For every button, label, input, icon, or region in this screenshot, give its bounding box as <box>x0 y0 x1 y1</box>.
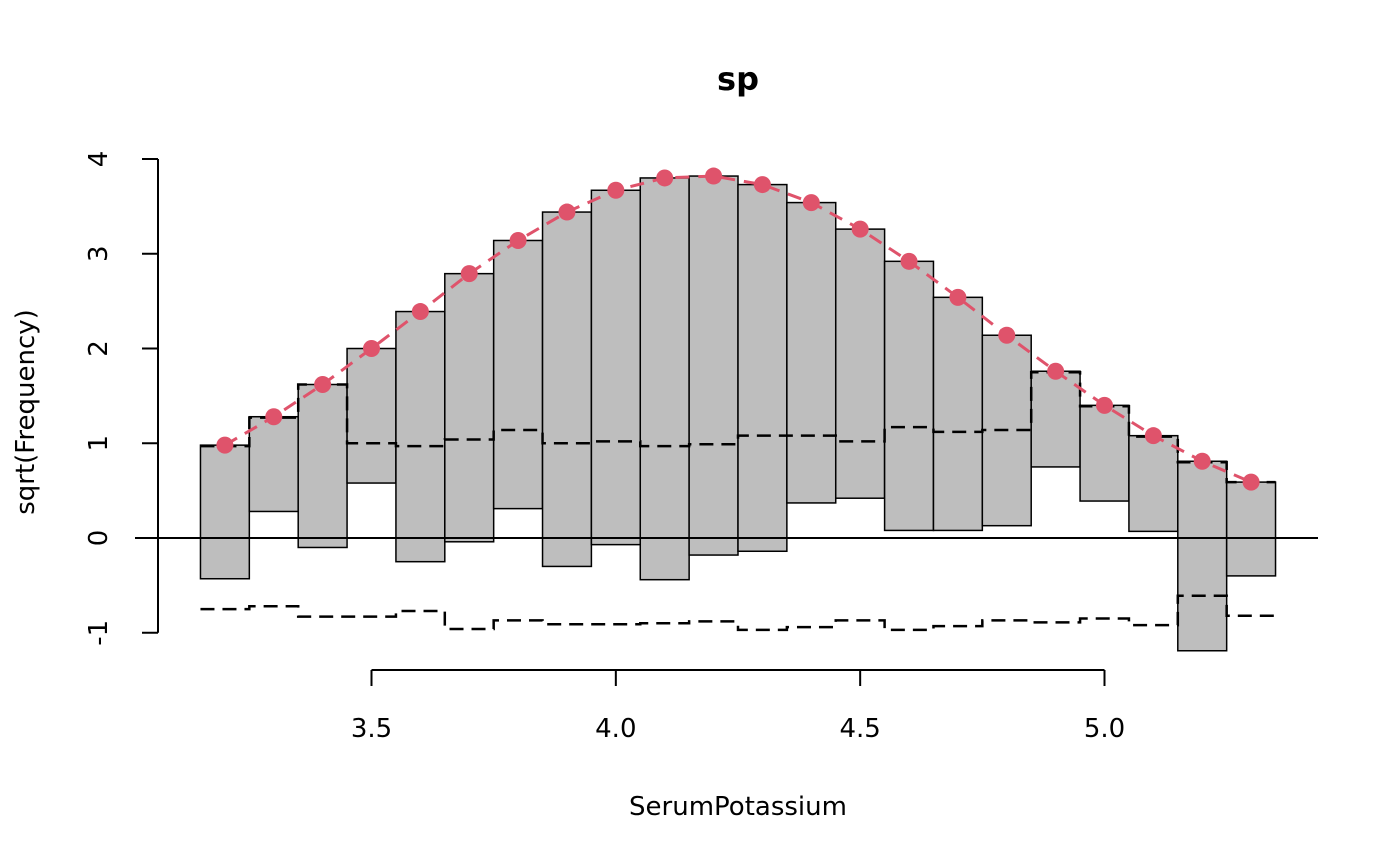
fitted-curve-layer <box>216 167 1260 491</box>
lower-confidence-line <box>200 594 1276 632</box>
y-tick-label: 0 <box>84 530 114 547</box>
hanging-bar <box>541 211 593 568</box>
hanging-bar <box>297 383 348 549</box>
y-tick-label: 1 <box>84 435 114 452</box>
hanging-bar <box>199 444 251 580</box>
y-tick-label: -1 <box>84 620 114 646</box>
fitted-curve-line <box>224 174 1252 484</box>
fitted-point <box>460 265 478 283</box>
hanging-bar <box>639 177 690 581</box>
hanging-bar <box>395 310 446 563</box>
hanging-bar <box>834 228 886 499</box>
fitted-point <box>558 203 576 221</box>
upper-confidence-line <box>200 370 1276 484</box>
hanging-bar <box>346 347 397 484</box>
x-axis-label: SerumPotassium <box>629 792 847 822</box>
x-axis: 3.5 4.0 4.5 5.0 <box>351 669 1125 744</box>
fitted-point <box>607 181 625 199</box>
hanging-bar <box>932 296 984 532</box>
hanging-bar <box>786 201 837 504</box>
fitted-point <box>998 326 1016 344</box>
fitted-point <box>900 252 918 270</box>
y-tick-label: 4 <box>84 151 114 168</box>
confidence-lines-layer <box>200 370 1276 632</box>
fitted-point <box>509 231 527 249</box>
fitted-point <box>656 169 674 187</box>
hanging-bar <box>883 260 935 532</box>
fitted-point <box>753 176 771 194</box>
fitted-point <box>1242 473 1260 491</box>
y-axis: -1 0 1 2 3 4 <box>84 151 159 646</box>
fitted-point <box>314 376 332 394</box>
y-tick-label: 3 <box>84 245 114 262</box>
fitted-point <box>802 194 820 212</box>
fitted-point <box>949 288 967 306</box>
x-tick-label: 4.0 <box>595 714 636 744</box>
fitted-point <box>1096 396 1113 414</box>
hanging-bar <box>1079 404 1130 502</box>
fitted-point <box>1144 427 1162 445</box>
hanging-bar <box>688 175 739 556</box>
hanging-bar <box>1225 481 1277 577</box>
fitted-point <box>216 436 234 454</box>
hanging-bar <box>1177 460 1228 652</box>
fitted-point <box>705 167 723 185</box>
hanging-bar <box>1128 434 1179 533</box>
fitted-point <box>265 408 283 426</box>
hanging-bar <box>590 189 642 546</box>
fitted-point <box>1193 452 1211 470</box>
hanging-bar <box>444 272 495 543</box>
fitted-point <box>1047 362 1065 380</box>
y-axis-label: sqrt(Frequency) <box>11 309 41 515</box>
hanging-bar <box>737 183 788 553</box>
fitted-point <box>363 340 380 357</box>
y-tick-label: 2 <box>84 340 114 357</box>
hanging-bar <box>248 415 299 513</box>
fitted-point <box>851 220 869 238</box>
chart-title: sp <box>717 60 759 98</box>
x-tick-label: 3.5 <box>351 714 392 744</box>
hanging-bar <box>492 239 544 510</box>
fitted-point <box>411 303 429 321</box>
x-tick-label: 4.5 <box>839 714 880 744</box>
bars-layer <box>199 175 1277 652</box>
x-tick-label: 5.0 <box>1084 714 1125 744</box>
hanging-bar <box>1030 370 1081 468</box>
